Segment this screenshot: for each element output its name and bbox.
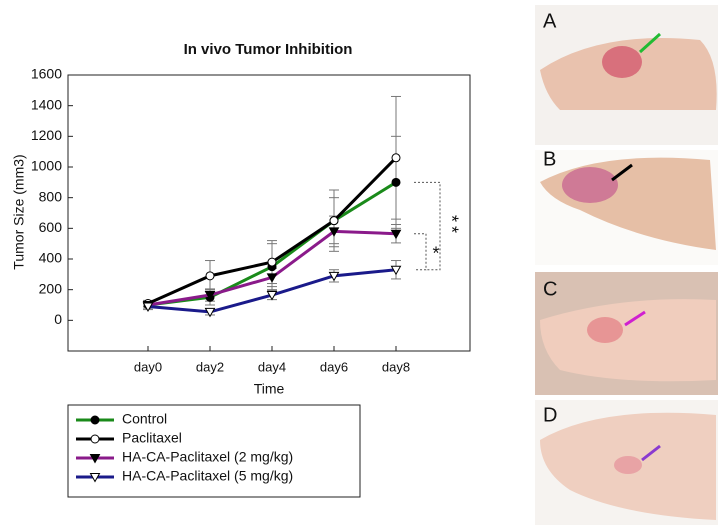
legend-label: Control	[122, 411, 167, 427]
marker	[90, 415, 100, 425]
marker	[204, 291, 216, 301]
x-axis-label: Time	[254, 381, 285, 397]
arrow	[638, 32, 662, 54]
marker	[329, 216, 339, 226]
y-tick-label: 1000	[31, 158, 62, 174]
y-tick-label: 800	[39, 188, 63, 204]
photo-panels	[535, 5, 718, 525]
marker	[390, 265, 402, 276]
chart-title: In vivo Tumor Inhibition	[184, 41, 353, 58]
marker	[266, 273, 278, 283]
marker	[328, 227, 340, 237]
arrow	[611, 163, 633, 182]
annotation: *	[432, 243, 439, 263]
tumor	[587, 317, 623, 343]
marker	[90, 434, 100, 444]
arrow	[641, 444, 661, 462]
y-tick-label: 1400	[31, 96, 62, 112]
tumor	[614, 456, 642, 474]
mouse	[540, 299, 716, 382]
y-tick-label: 0	[54, 311, 62, 327]
plot-frame	[67, 74, 471, 352]
y-tick-label: 600	[39, 219, 63, 235]
marker	[89, 473, 101, 483]
y-tick-label: 1600	[31, 66, 62, 82]
arrow	[624, 310, 646, 327]
panel-label: D	[543, 404, 557, 426]
legend-label: HA-CA-Paclitaxel (2 mg/kg)	[122, 449, 293, 465]
marker	[267, 257, 277, 267]
bracket	[414, 233, 427, 271]
y-axis-label: Tumor Size (mm3)	[11, 154, 27, 269]
x-tick-label: day6	[320, 359, 348, 374]
annotation: **	[441, 215, 461, 237]
marker	[266, 291, 278, 301]
marker	[391, 177, 401, 187]
marker	[205, 271, 215, 281]
x-tick-label: day8	[382, 359, 410, 374]
x-tick-label: day0	[134, 359, 162, 374]
marker	[391, 153, 401, 163]
marker	[390, 229, 402, 240]
marker	[142, 302, 154, 313]
marker	[89, 454, 101, 464]
legend-label: HA-CA-Paclitaxel (5 mg/kg)	[122, 468, 293, 484]
panel-label: B	[543, 148, 556, 170]
marker	[328, 271, 340, 282]
legend-label: Paclitaxel	[122, 430, 182, 446]
tumor	[602, 46, 642, 78]
marker	[204, 307, 216, 318]
panel-label: C	[543, 278, 557, 300]
tumor	[562, 167, 618, 203]
y-tick-label: 1200	[31, 127, 62, 143]
legend	[67, 404, 361, 498]
y-tick-label: 200	[39, 280, 63, 296]
x-tick-label: day2	[196, 359, 224, 374]
y-tick-label: 400	[39, 250, 63, 266]
panel-label: A	[543, 10, 557, 32]
bracket	[414, 181, 441, 271]
x-tick-label: day4	[258, 359, 286, 374]
